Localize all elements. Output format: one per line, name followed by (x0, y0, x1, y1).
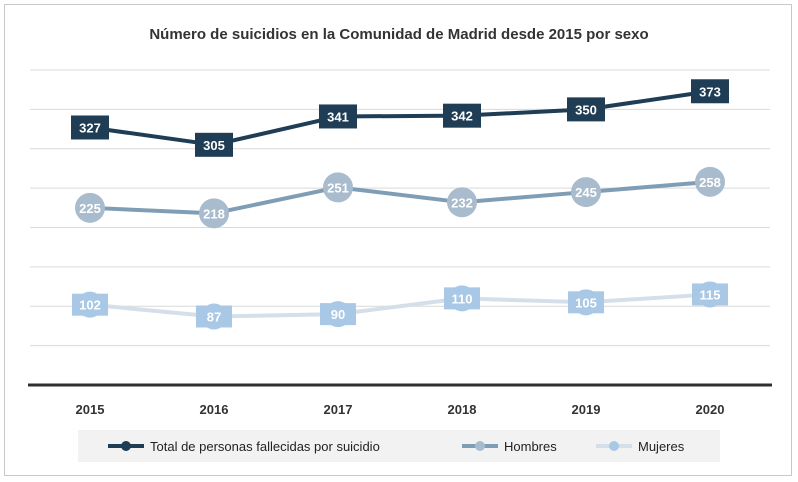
data-label: 225 (79, 201, 101, 216)
legend-entry: Mujeres (638, 439, 685, 454)
data-label: 251 (327, 180, 349, 195)
data-label: 218 (203, 206, 225, 221)
hombres-marker (695, 166, 725, 197)
series-line-1 (89, 179, 711, 216)
total-data-label-box (319, 104, 357, 129)
mujeres-data-label-box (320, 303, 356, 326)
mujeres-data-label-box (692, 283, 728, 306)
data-label: 110 (452, 291, 473, 306)
total-data-label-box (567, 97, 605, 122)
legend-entry: Hombres (504, 439, 557, 454)
legend-swatch-marker (609, 441, 619, 451)
x-tick-labels: 2015 2016 2017 2018 2019 2020 (76, 402, 725, 417)
data-label: 341 (327, 109, 349, 124)
data-label: 373 (699, 84, 721, 99)
data-label: 258 (699, 175, 721, 190)
hombres-marker (199, 198, 229, 229)
mujeres-data-label-box (568, 291, 604, 314)
chart-title: Número de suicidios en la Comunidad de M… (149, 26, 648, 43)
data-label: 87 (207, 309, 221, 324)
data-label: 105 (575, 295, 597, 310)
data-label: 90 (331, 307, 345, 322)
data-label: 245 (575, 185, 597, 200)
data-label: 232 (451, 195, 473, 210)
mujeres-data-label-box (196, 305, 232, 328)
series-line-0 (89, 89, 711, 147)
legend-swatch-marker (475, 441, 485, 451)
x-tick-label: 2020 (696, 402, 725, 417)
total-data-label-box (691, 79, 729, 104)
hombres-marker (447, 187, 477, 218)
series-markers: 102 87 90 110 105 115 225 218 251 232 245 258 327 305… (71, 79, 729, 330)
x-tick-label: 2019 (572, 402, 601, 417)
data-label: 350 (575, 102, 597, 117)
data-label: 305 (203, 138, 225, 153)
total-data-label-box (71, 115, 109, 140)
hombres-marker (323, 172, 353, 203)
total-data-label-box (443, 103, 481, 128)
series-lines (89, 89, 711, 319)
x-tick-label: 2016 (200, 402, 229, 417)
series-line-2 (89, 292, 711, 319)
data-label: 102 (79, 298, 101, 313)
data-label: 342 (451, 109, 473, 124)
chart-frame (4, 4, 792, 476)
mujeres-data-label-box (72, 293, 108, 316)
gridlines (30, 69, 770, 347)
x-tick-label: 2018 (448, 402, 477, 417)
mujeres-data-label-box (444, 287, 480, 310)
x-tick-label: 2017 (324, 402, 353, 417)
legend-entry: Total de personas fallecidas por suicidi… (150, 439, 380, 454)
total-data-label-box (195, 132, 233, 157)
legend-swatch-marker (121, 441, 131, 451)
data-label: 327 (79, 120, 101, 135)
data-label: 115 (700, 287, 721, 302)
hombres-marker (571, 177, 601, 208)
hombres-marker (75, 192, 105, 223)
x-tick-label: 2015 (76, 402, 105, 417)
legend: Total de personas fallecidas por suicidi… (108, 439, 685, 454)
